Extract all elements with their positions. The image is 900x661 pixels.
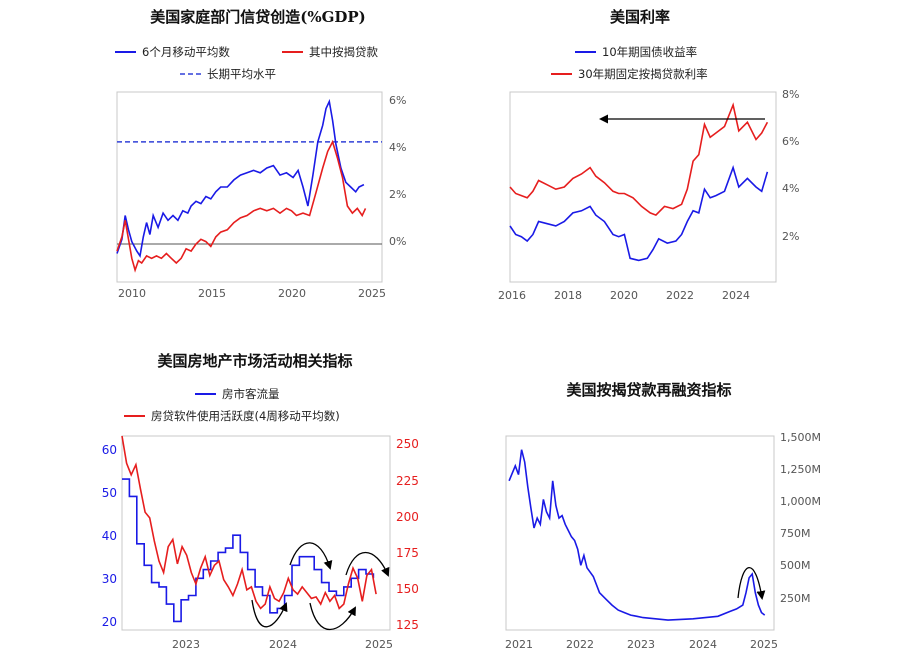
housing-activity-x-ticks: 2023 2024 2025 xyxy=(172,638,393,651)
y-tick-1000m: 1,000M xyxy=(780,495,821,508)
interest-rate-legend: 10年期国债收益率 30年期固定按揭贷款利率 xyxy=(551,45,708,81)
y-tick-2pct: 2% xyxy=(782,230,799,243)
x-tick-2020: 2020 xyxy=(610,289,638,302)
y-left-tick-60: 60 xyxy=(102,443,117,457)
y-right-tick-150: 150 xyxy=(396,582,419,596)
y-right-tick-200: 200 xyxy=(396,510,419,524)
interest-rate-y-ticks: 8% 6% 4% 2% xyxy=(782,88,799,243)
moving-average-series-line xyxy=(116,98,365,259)
legend-foot-traffic: 房市客流量 xyxy=(222,387,280,401)
mortgage-rate-series-line xyxy=(509,102,769,217)
foot-traffic-series-line xyxy=(122,478,375,623)
y-tick-6pct: 6% xyxy=(782,135,799,148)
y-tick-500m: 500M xyxy=(780,559,811,572)
x-tick-2023: 2023 xyxy=(172,638,200,651)
housing-activity-y-left-ticks: 60 50 40 30 20 xyxy=(102,443,117,629)
mortgage-software-series-line xyxy=(121,435,377,610)
x-tick-2022: 2022 xyxy=(566,638,594,651)
y-tick-8pct: 8% xyxy=(782,88,799,101)
x-tick-2024: 2024 xyxy=(269,638,297,651)
y-right-tick-225: 225 xyxy=(396,474,419,488)
refinance-series-line xyxy=(508,449,766,621)
household-credit-panel: 美国家庭部门信贷创造(%GDP) 6个月移动平均数 其中按揭贷款 长期平均水平 … xyxy=(115,8,406,300)
household-credit-x-ticks: 2010 2015 2020 2025 xyxy=(118,287,386,300)
y-left-tick-30: 30 xyxy=(102,572,117,586)
refinance-y-ticks: 1,500M 1,250M 1,000M 750M 500M 250M xyxy=(780,431,821,605)
mortgage-series-line xyxy=(116,139,367,273)
refinance-x-ticks: 2021 2022 2023 2024 2025 xyxy=(505,638,778,651)
x-tick-2015: 2015 xyxy=(198,287,226,300)
refinance-panel: 美国按揭贷款再融资指标 1,500M 1,250M 1,000M 750M 50… xyxy=(505,381,821,651)
annotation-arrow-peak-2 xyxy=(345,551,390,577)
housing-activity-legend: 房市客流量 房贷软件使用活跃度(4周移动平均数) xyxy=(124,387,340,423)
refinance-title: 美国按揭贷款再融资指标 xyxy=(566,381,731,399)
annotation-arrow-peak-1 xyxy=(289,542,333,570)
household-credit-legend: 6个月移动平均数 其中按揭贷款 长期平均水平 xyxy=(115,45,378,81)
y-left-tick-20: 20 xyxy=(102,615,117,629)
x-tick-2025: 2025 xyxy=(358,287,386,300)
y-right-tick-125: 125 xyxy=(396,618,419,632)
legend-mortgage-rate: 30年期固定按揭贷款利率 xyxy=(578,67,708,81)
x-tick-2018: 2018 xyxy=(554,289,582,302)
x-tick-2016: 2016 xyxy=(498,289,526,302)
housing-activity-annotation-arrows xyxy=(251,542,390,631)
y-tick-2pct: 2% xyxy=(389,188,406,201)
interest-rate-panel: 美国利率 10年期国债收益率 30年期固定按揭贷款利率 8% 6% 4% 2% … xyxy=(498,8,799,302)
y-tick-4pct: 4% xyxy=(782,182,799,195)
legend-treasury-yield: 10年期国债收益率 xyxy=(602,45,697,59)
household-credit-title: 美国家庭部门信贷创造(%GDP) xyxy=(150,8,366,26)
x-tick-2024: 2024 xyxy=(722,289,750,302)
interest-rate-x-ticks: 2016 2018 2020 2022 2024 xyxy=(498,289,750,302)
legend-mortgage-software: 房贷软件使用活跃度(4周移动平均数) xyxy=(151,409,340,423)
housing-activity-title: 美国房地产市场活动相关指标 xyxy=(157,352,352,370)
y-tick-0pct: 0% xyxy=(389,235,406,248)
interest-rate-title: 美国利率 xyxy=(610,8,670,26)
x-tick-2021: 2021 xyxy=(505,638,533,651)
x-tick-2025: 2025 xyxy=(365,638,393,651)
housing-activity-y-right-ticks: 250 225 200 175 150 125 xyxy=(396,437,419,632)
y-tick-750m: 750M xyxy=(780,527,811,540)
legend-moving-average: 6个月移动平均数 xyxy=(142,45,230,59)
x-tick-2020: 2020 xyxy=(278,287,306,300)
y-right-tick-175: 175 xyxy=(396,546,419,560)
y-tick-1250m: 1,250M xyxy=(780,463,821,476)
x-tick-2025: 2025 xyxy=(750,638,778,651)
y-left-tick-40: 40 xyxy=(102,529,117,543)
housing-activity-panel: 美国房地产市场活动相关指标 房市客流量 房贷软件使用活跃度(4周移动平均数) 6… xyxy=(102,352,419,651)
y-tick-250m: 250M xyxy=(780,592,811,605)
refinance-plot-frame xyxy=(505,435,775,631)
x-tick-2023: 2023 xyxy=(627,638,655,651)
household-credit-plot-frame xyxy=(116,91,383,283)
housing-activity-plot-frame xyxy=(121,435,391,631)
treasury-yield-series-line xyxy=(509,165,769,262)
annotation-arrow-trough-2 xyxy=(309,602,356,631)
legend-mortgage: 其中按揭贷款 xyxy=(309,45,378,59)
annotation-arrow-refinance xyxy=(737,566,766,600)
y-left-tick-50: 50 xyxy=(102,486,117,500)
y-tick-6pct: 6% xyxy=(389,94,406,107)
y-right-tick-250: 250 xyxy=(396,437,419,451)
annotation-arrow-trough-1 xyxy=(251,599,288,628)
x-tick-2024: 2024 xyxy=(689,638,717,651)
x-tick-2010: 2010 xyxy=(118,287,146,300)
legend-long-term-average: 长期平均水平 xyxy=(207,67,276,81)
household-credit-y-ticks: 6% 4% 2% 0% xyxy=(389,94,406,248)
y-tick-1500m: 1,500M xyxy=(780,431,821,444)
x-tick-2022: 2022 xyxy=(666,289,694,302)
y-tick-4pct: 4% xyxy=(389,141,406,154)
